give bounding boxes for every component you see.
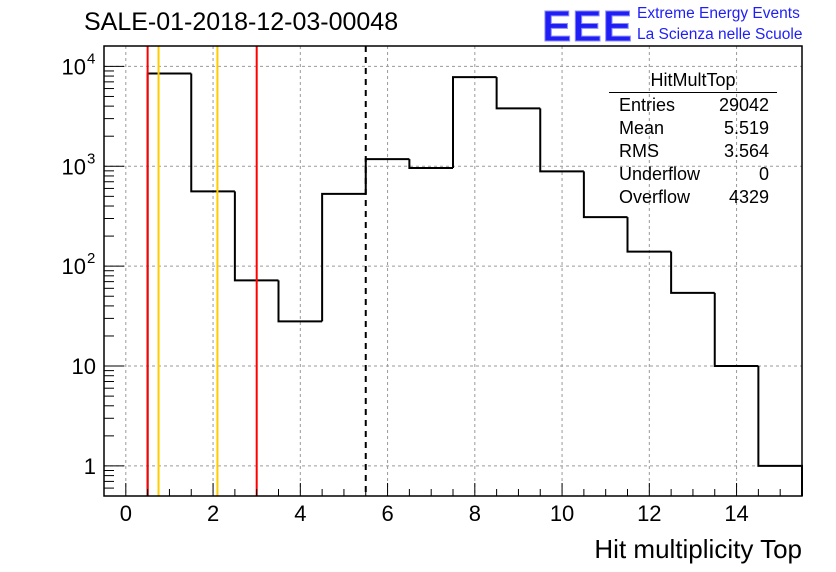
y-tick-exponent: 2: [87, 250, 95, 267]
histogram-bin: [190, 73, 235, 193]
y-tick-label: 1: [84, 454, 96, 479]
logo-subtitle-2: La Scienza nelle Scuole: [637, 26, 803, 43]
stats-row-entries: Entries 29042: [609, 94, 777, 117]
stats-value: 5.519: [723, 118, 769, 138]
x-tick-label: 6: [381, 501, 393, 526]
plot-title: SALE-01-2018-12-03-00048: [84, 8, 399, 36]
stats-row-mean: Mean 5.519: [609, 117, 777, 140]
histogram-bin: [757, 366, 803, 496]
stats-label: Mean: [619, 118, 665, 138]
stats-row-underflow: Underflow 0: [609, 163, 777, 186]
x-tick-label: 10: [550, 501, 574, 526]
histogram-bin: [408, 159, 453, 170]
histogram-bin: [539, 108, 584, 173]
stats-box: HitMultTop Entries 29042 Mean 5.519 RMS …: [609, 69, 777, 209]
stats-value: 3.564: [723, 141, 769, 161]
stats-value: 0: [758, 164, 769, 184]
stats-label: RMS: [619, 141, 659, 161]
histogram-bin: [233, 191, 279, 282]
grid-lines: [104, 46, 802, 496]
y-tick-exponent: 3: [87, 150, 95, 167]
histogram-bin: [670, 251, 715, 294]
x-tick-label: 0: [120, 501, 132, 526]
stats-row-rms: RMS 3.564: [609, 140, 777, 163]
histogram-bin: [364, 158, 410, 194]
y-tick-exponent: 4: [87, 50, 95, 67]
y-tick-label: 10: [62, 54, 86, 79]
x-tick-label: 2: [207, 501, 219, 526]
y-tick-label: 10: [72, 354, 96, 379]
y-tick-label: 10: [62, 154, 86, 179]
stats-label: Overflow: [619, 187, 691, 207]
histogram-bin: [321, 192, 366, 322]
marker-lines: [146, 46, 367, 496]
stats-value: 29042: [718, 95, 769, 115]
histogram-bin: [626, 217, 672, 253]
x-axis-label: Hit multiplicity Top: [594, 534, 802, 564]
stats-title: HitMultTop: [609, 69, 777, 93]
stats-label: Underflow: [619, 164, 701, 184]
histogram-bin: [146, 72, 192, 496]
histogram-bin: [452, 76, 497, 169]
histogram-bin: [713, 292, 759, 368]
x-tick-label: 14: [724, 501, 748, 526]
logo-subtitle-1: Extreme Energy Events: [637, 5, 800, 22]
x-tick-label: 4: [294, 501, 306, 526]
histogram-bin: [582, 171, 628, 219]
y-tick-label: 10: [62, 254, 86, 279]
stats-value: 4329: [728, 187, 769, 207]
x-tick-label: 8: [469, 501, 481, 526]
eee-logo: EEE: [541, 2, 634, 52]
stats-label: Entries: [619, 95, 676, 115]
axis-ticks: [104, 65, 781, 497]
stats-row-overflow: Overflow 4329: [609, 186, 777, 209]
histogram-bin: [277, 280, 323, 323]
histogram-bin: [495, 77, 541, 110]
x-tick-label: 12: [637, 501, 661, 526]
